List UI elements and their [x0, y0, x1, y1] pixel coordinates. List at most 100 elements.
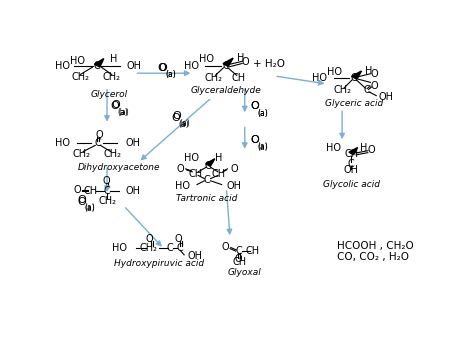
- Text: HO: HO: [112, 243, 127, 253]
- Text: + H₂O: + H₂O: [254, 59, 285, 69]
- Text: Hydroxypiruvic acid: Hydroxypiruvic acid: [115, 259, 205, 268]
- Text: O: O: [370, 81, 378, 92]
- Text: CH: CH: [83, 186, 98, 196]
- Text: O: O: [176, 164, 184, 174]
- Text: C: C: [94, 139, 101, 148]
- Text: O: O: [146, 234, 153, 244]
- Text: HO: HO: [312, 73, 328, 83]
- Text: C: C: [222, 61, 229, 71]
- Text: C: C: [167, 243, 173, 253]
- Text: CH₂: CH₂: [73, 149, 90, 159]
- Text: OH: OH: [127, 61, 141, 71]
- Text: CH₂: CH₂: [103, 72, 121, 82]
- Text: CO, CO₂ , H₂O: CO, CO₂ , H₂O: [337, 252, 409, 262]
- Text: H: H: [109, 54, 117, 64]
- Text: (a): (a): [119, 108, 129, 117]
- Text: C: C: [348, 159, 355, 169]
- Text: HO: HO: [55, 61, 70, 71]
- Text: O: O: [110, 101, 118, 111]
- Text: O: O: [173, 111, 181, 121]
- Text: (a): (a): [84, 204, 95, 213]
- Text: (a): (a): [84, 203, 95, 212]
- Text: HO: HO: [199, 54, 213, 64]
- Text: O: O: [158, 62, 167, 73]
- Polygon shape: [223, 58, 233, 67]
- Text: HO: HO: [327, 143, 341, 153]
- Text: OH: OH: [344, 166, 359, 176]
- Text: O: O: [175, 234, 182, 244]
- Text: O: O: [370, 69, 378, 79]
- Text: H: H: [215, 153, 223, 163]
- Polygon shape: [349, 147, 357, 155]
- Text: CH₂: CH₂: [205, 73, 222, 83]
- Text: (a): (a): [257, 143, 268, 152]
- Text: C: C: [364, 86, 371, 95]
- Text: O: O: [235, 254, 242, 264]
- Text: (a): (a): [257, 109, 268, 118]
- Text: O: O: [250, 101, 259, 112]
- Text: HO: HO: [184, 153, 199, 163]
- Text: C: C: [205, 161, 211, 171]
- Text: HO: HO: [70, 56, 85, 66]
- Text: O: O: [77, 197, 86, 207]
- Text: HO: HO: [55, 139, 70, 148]
- Text: (a): (a): [179, 119, 190, 128]
- Text: CH₂: CH₂: [139, 243, 157, 253]
- Text: Glycerol: Glycerol: [91, 90, 128, 99]
- Text: CH: CH: [344, 149, 358, 159]
- Text: O: O: [230, 164, 237, 174]
- Text: CH: CH: [232, 257, 246, 267]
- Text: (a): (a): [179, 120, 190, 129]
- Polygon shape: [352, 71, 362, 79]
- Text: O: O: [250, 101, 259, 112]
- Text: HCOOH , CH₂O: HCOOH , CH₂O: [337, 241, 413, 251]
- Text: Tartronic acid: Tartronic acid: [175, 194, 237, 203]
- Text: OH: OH: [188, 251, 203, 261]
- Text: O: O: [171, 113, 180, 123]
- Text: OH: OH: [125, 186, 140, 196]
- Text: CH: CH: [212, 169, 226, 179]
- Text: OH: OH: [227, 181, 241, 191]
- Text: C: C: [236, 246, 243, 256]
- Text: O: O: [242, 57, 249, 67]
- Text: O: O: [222, 242, 229, 252]
- Text: CH: CH: [231, 73, 245, 83]
- Text: CH₂: CH₂: [103, 149, 121, 159]
- Text: C: C: [104, 186, 110, 196]
- Text: O: O: [250, 135, 259, 145]
- Text: OH: OH: [125, 139, 140, 148]
- Text: HO: HO: [184, 61, 199, 71]
- Text: Glyoxal: Glyoxal: [227, 268, 261, 277]
- Text: Glyceric acid: Glyceric acid: [325, 99, 383, 108]
- Text: O: O: [250, 135, 259, 145]
- Text: (a): (a): [258, 142, 268, 151]
- Text: H: H: [365, 66, 373, 76]
- Text: CH₂: CH₂: [98, 196, 116, 206]
- Text: O: O: [78, 195, 86, 205]
- Text: C: C: [351, 73, 357, 83]
- Text: O: O: [73, 185, 82, 195]
- Text: HO: HO: [174, 181, 190, 191]
- Text: CH: CH: [188, 169, 202, 179]
- Text: O: O: [95, 130, 103, 140]
- Text: O: O: [158, 63, 166, 73]
- Text: C: C: [94, 61, 100, 71]
- Text: HO: HO: [327, 67, 342, 77]
- Text: CH₂: CH₂: [71, 72, 89, 82]
- Text: CH₂: CH₂: [333, 86, 351, 95]
- Text: (a): (a): [258, 109, 268, 118]
- Text: H: H: [237, 53, 244, 63]
- Text: (a): (a): [165, 70, 176, 79]
- Text: H: H: [360, 143, 368, 153]
- Text: C: C: [204, 175, 210, 185]
- Text: O: O: [368, 145, 375, 155]
- Text: Dihydroxyacetone: Dihydroxyacetone: [78, 163, 160, 172]
- Polygon shape: [94, 59, 104, 67]
- Text: (a): (a): [117, 108, 128, 117]
- Text: Glycolic acid: Glycolic acid: [323, 179, 380, 188]
- Text: OH: OH: [378, 92, 393, 102]
- Polygon shape: [206, 159, 215, 166]
- Text: C: C: [176, 243, 183, 253]
- Text: (a): (a): [165, 70, 176, 79]
- Text: O: O: [112, 100, 120, 110]
